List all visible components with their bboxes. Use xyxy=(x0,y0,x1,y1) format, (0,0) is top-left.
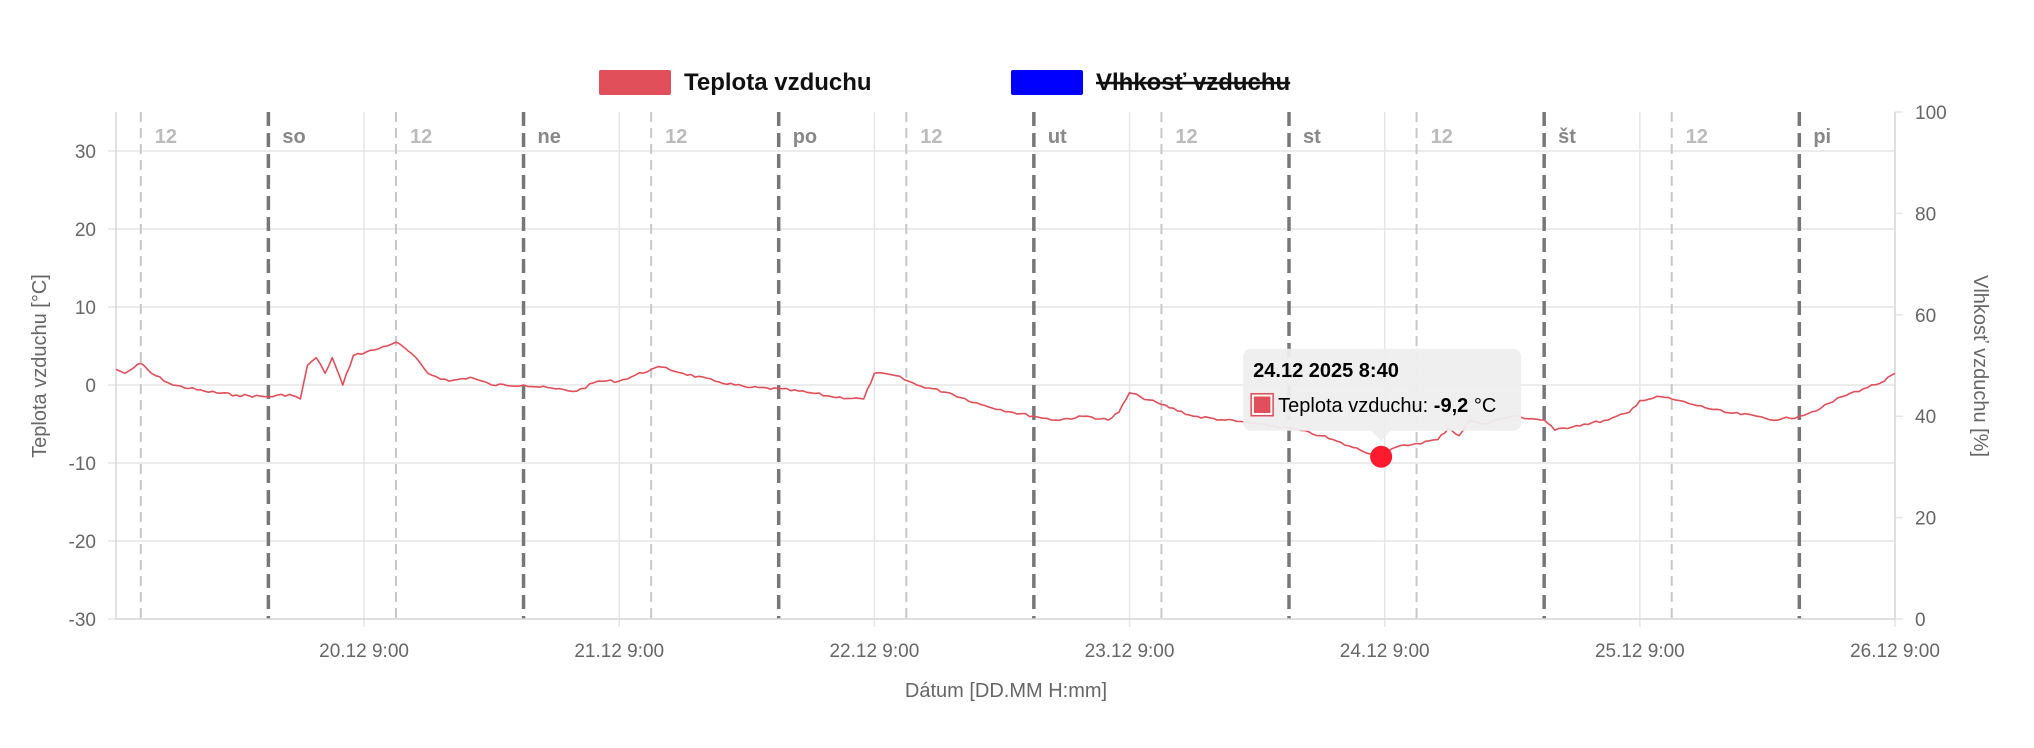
y-tick-label-right: 20 xyxy=(1915,509,1936,530)
legend-swatch-humidity xyxy=(1011,70,1083,95)
y-tick-label-left: -10 xyxy=(69,454,96,475)
day-marker-label: št xyxy=(1558,126,1576,148)
noon-marker-label: 12 xyxy=(1175,126,1197,148)
legend-swatch-temperature xyxy=(599,70,671,95)
y-tick-label-left: -20 xyxy=(69,532,96,553)
x-tick-label: 20.12 9:00 xyxy=(319,641,409,662)
tooltip: 24.12 2025 8:40 Teplota vzduchu: -9,2 °C xyxy=(1243,348,1522,441)
tooltip-body: Teplota vzduchu: -9,2 °C xyxy=(1278,395,1496,417)
y-tick-label-right: 80 xyxy=(1915,204,1936,225)
series-line-temperature xyxy=(115,341,1896,458)
tooltip-caret xyxy=(1371,430,1392,441)
noon-marker-label: 12 xyxy=(410,126,432,148)
y-tick-label-right: 100 xyxy=(1915,103,1947,124)
noon-marker-label: 12 xyxy=(665,126,687,148)
y-axis-title-right: Vlhkosť vzduchu [%] xyxy=(1969,275,1991,457)
day-marker-label: ne xyxy=(538,126,561,148)
x-axis-title: Dátum [DD.MM H:mm] xyxy=(905,680,1107,702)
y-tick-label-left: -30 xyxy=(69,610,96,631)
tooltip-label: Teplota vzduchu: xyxy=(1278,395,1434,417)
y-tick-label-right: 0 xyxy=(1915,610,1926,631)
tooltip-box xyxy=(1243,348,1522,431)
legend-label-temperature: Teplota vzduchu xyxy=(684,69,872,96)
day-marker-label: so xyxy=(282,126,305,148)
y-tick-label-left: 20 xyxy=(75,220,96,241)
series xyxy=(115,341,1896,468)
day-marker-label: ut xyxy=(1048,126,1067,148)
noon-marker-label: 12 xyxy=(1431,126,1453,148)
x-tick-label: 26.12 9:00 xyxy=(1850,641,1940,662)
y-tick-label-right: 60 xyxy=(1915,306,1936,327)
x-tick-label: 22.12 9:00 xyxy=(829,641,919,662)
x-tick-label: 23.12 9:00 xyxy=(1085,641,1175,662)
noon-marker-label: 12 xyxy=(1686,126,1708,148)
y-tick-label-right: 40 xyxy=(1915,407,1936,428)
tooltip-title: 24.12 2025 8:40 xyxy=(1253,360,1399,382)
legend-item-humidity[interactable]: Vlhkosť vzduchu xyxy=(1011,69,1291,96)
noon-marker-label: 12 xyxy=(155,126,177,148)
hovered-point xyxy=(1370,445,1393,468)
tooltip-swatch-border xyxy=(1250,393,1274,417)
y-axis-title-left: Teplota vzduchu [°C] xyxy=(29,274,51,458)
day-marker-label: st xyxy=(1303,126,1321,148)
tooltip-unit: °C xyxy=(1468,395,1496,417)
tooltip-color-swatch xyxy=(1252,395,1272,415)
legend-item-temperature[interactable]: Teplota vzduchu xyxy=(599,69,872,96)
tooltip-value: -9,2 xyxy=(1434,395,1468,417)
day-markers: 12 12 12 12 12 12 12 so ne po ut st št pi xyxy=(139,112,1831,619)
x-tick-label: 21.12 9:00 xyxy=(574,641,664,662)
x-tick-label: 25.12 9:00 xyxy=(1595,641,1685,662)
day-marker-label: po xyxy=(793,126,817,148)
y-tick-label-left: 0 xyxy=(85,376,96,397)
x-tick-label: 24.12 9:00 xyxy=(1340,641,1430,662)
legend: Teplota vzduchu Vlhkosť vzduchu xyxy=(599,69,1291,96)
y-tick-label-left: 30 xyxy=(75,142,96,163)
noon-marker-label: 12 xyxy=(920,126,942,148)
day-marker-label: pi xyxy=(1813,126,1831,148)
grid xyxy=(116,112,1896,627)
y-tick-label-left: 10 xyxy=(75,298,96,319)
